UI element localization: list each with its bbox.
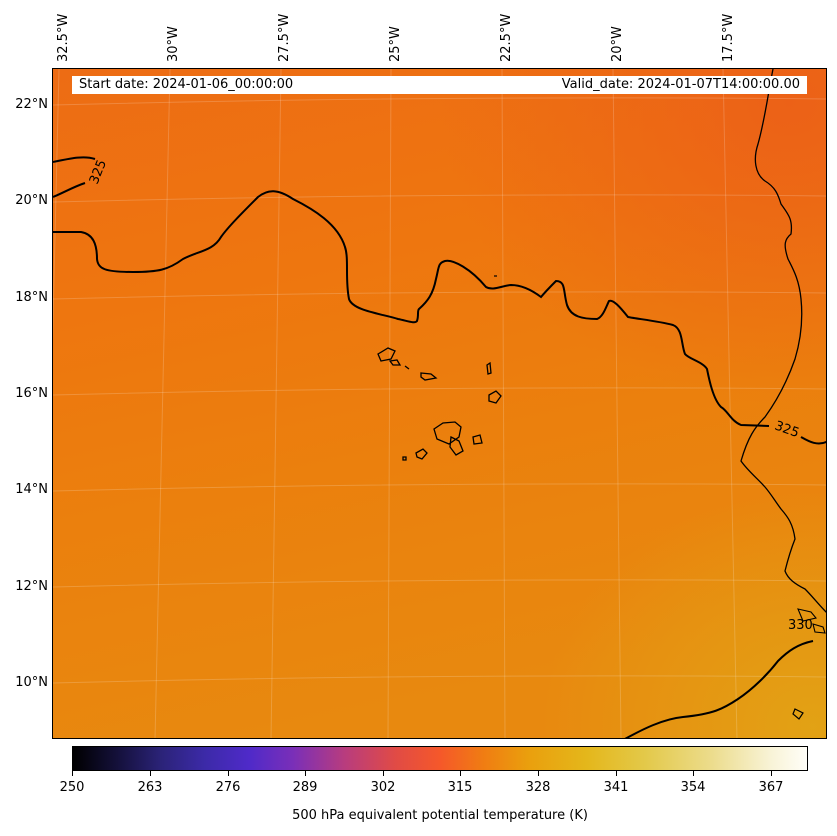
map-panel[interactable]: 325 325 330 [52, 68, 827, 739]
date-info-box: Start date: 2024-01-06_00:00:00 Valid_da… [72, 76, 807, 94]
valid-date-label: Valid_date: 2024-01-07T14:00:00.00 [561, 77, 800, 92]
colorbar-label-367: 367 [758, 780, 784, 795]
colorbar-label-289: 289 [292, 780, 318, 795]
lon-label-17-5w: 17.5°W [721, 13, 736, 62]
lon-label-25w: 25°W [388, 26, 403, 62]
colorbar-tick [538, 771, 539, 776]
lon-label-30w: 30°W [166, 26, 181, 62]
cape-verde-islands [377, 347, 502, 461]
colorbar-tick [305, 771, 306, 776]
colorbar-label-250: 250 [59, 780, 85, 795]
lon-label-27-5w: 27.5°W [277, 13, 292, 62]
colorbar-label-328: 328 [525, 780, 551, 795]
colorbar [72, 746, 808, 771]
start-date-label: Start date: 2024-01-06_00:00:00 [79, 77, 294, 92]
colorbar-title: 500 hPa equivalent potential temperature… [292, 808, 588, 823]
colorbar-label-354: 354 [680, 780, 706, 795]
colorbar-label-302: 302 [370, 780, 396, 795]
coastline-west-africa [740, 69, 826, 613]
colorbar-label-263: 263 [137, 780, 163, 795]
contour-325-main [53, 190, 770, 427]
colorbar-tick [228, 771, 229, 776]
lat-label-16n: 16°N [15, 386, 48, 401]
coastline-sierra-leone [792, 708, 804, 720]
graticule [53, 69, 826, 738]
colorbar-label-315: 315 [447, 780, 473, 795]
lat-label-20n: 20°N [15, 193, 48, 208]
colorbar-tick [771, 771, 772, 776]
colorbar-tick [693, 771, 694, 776]
contour-325-east [800, 436, 826, 445]
lon-label-20w: 20°W [610, 26, 625, 62]
lat-label-12n: 12°N [15, 579, 48, 594]
colorbar-label-276: 276 [215, 780, 241, 795]
coastline-bijagos [797, 608, 826, 634]
lon-label-22-5w: 22.5°W [499, 13, 514, 62]
colorbar-tick [72, 771, 73, 776]
colorbar-label-341: 341 [603, 780, 629, 795]
lat-label-10n: 10°N [15, 675, 48, 690]
contour-label-330: 330 [788, 618, 813, 633]
colorbar-tick [150, 771, 151, 776]
map-canvas: 325 325 330 [53, 69, 826, 738]
contour-325-northwest [53, 156, 96, 198]
theta-e-field-southeast [53, 69, 826, 738]
colorbar-tick [383, 771, 384, 776]
lat-label-22n: 22°N [15, 97, 48, 112]
contour-330 [624, 640, 814, 738]
lon-label-32-5w: 32.5°W [56, 13, 71, 62]
colorbar-tick [616, 771, 617, 776]
colorbar-tick [460, 771, 461, 776]
lat-label-14n: 14°N [15, 482, 48, 497]
lat-label-18n: 18°N [15, 290, 48, 305]
